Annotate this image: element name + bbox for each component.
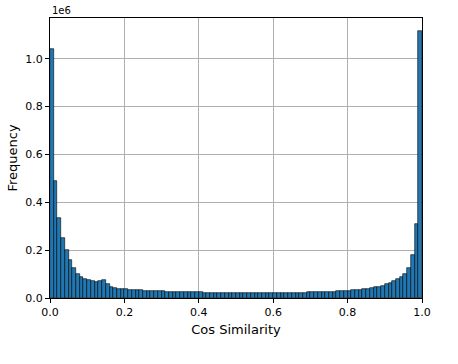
svg-text:Frequency: Frequency bbox=[5, 124, 20, 191]
svg-text:0.2: 0.2 bbox=[116, 306, 133, 319]
svg-text:0.8: 0.8 bbox=[25, 100, 43, 113]
svg-text:1.0: 1.0 bbox=[25, 53, 43, 66]
svg-text:1.0: 1.0 bbox=[413, 306, 431, 319]
svg-text:0.0: 0.0 bbox=[41, 306, 59, 319]
svg-text:0.6: 0.6 bbox=[264, 306, 282, 319]
svg-text:0.8: 0.8 bbox=[339, 306, 357, 319]
svg-text:0.4: 0.4 bbox=[190, 306, 208, 319]
svg-text:0.2: 0.2 bbox=[25, 244, 43, 257]
svg-text:1e6: 1e6 bbox=[52, 5, 71, 16]
svg-text:0.0: 0.0 bbox=[25, 292, 43, 305]
svg-text:0.4: 0.4 bbox=[25, 196, 43, 209]
svg-text:Cos Similarity: Cos Similarity bbox=[191, 322, 281, 337]
svg-text:0.6: 0.6 bbox=[25, 148, 43, 161]
